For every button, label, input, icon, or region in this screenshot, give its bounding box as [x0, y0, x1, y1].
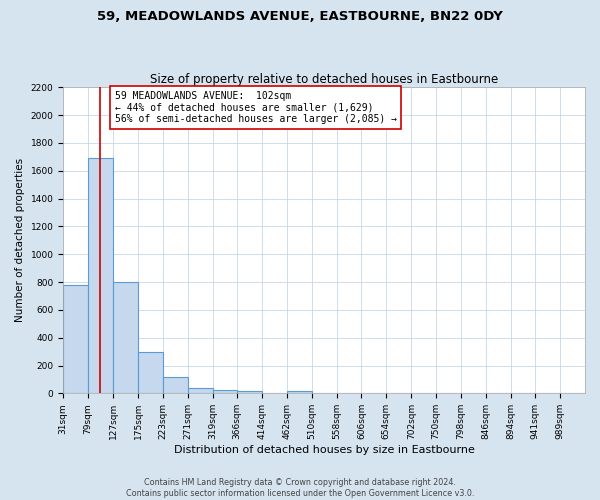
Bar: [287, 390, 311, 394]
Bar: [113, 282, 138, 394]
Bar: [237, 390, 262, 394]
Bar: [63, 285, 88, 394]
Bar: [88, 158, 113, 394]
Text: Contains HM Land Registry data © Crown copyright and database right 2024.
Contai: Contains HM Land Registry data © Crown c…: [126, 478, 474, 498]
Bar: [212, 390, 237, 394]
Title: Size of property relative to detached houses in Eastbourne: Size of property relative to detached ho…: [150, 73, 498, 86]
Bar: [163, 378, 188, 394]
X-axis label: Distribution of detached houses by size in Eastbourne: Distribution of detached houses by size …: [174, 445, 475, 455]
Y-axis label: Number of detached properties: Number of detached properties: [15, 158, 25, 322]
Text: 59, MEADOWLANDS AVENUE, EASTBOURNE, BN22 0DY: 59, MEADOWLANDS AVENUE, EASTBOURNE, BN22…: [97, 10, 503, 23]
Bar: [138, 352, 163, 394]
Bar: [188, 388, 212, 394]
Text: 59 MEADOWLANDS AVENUE:  102sqm
← 44% of detached houses are smaller (1,629)
56% : 59 MEADOWLANDS AVENUE: 102sqm ← 44% of d…: [115, 90, 397, 124]
